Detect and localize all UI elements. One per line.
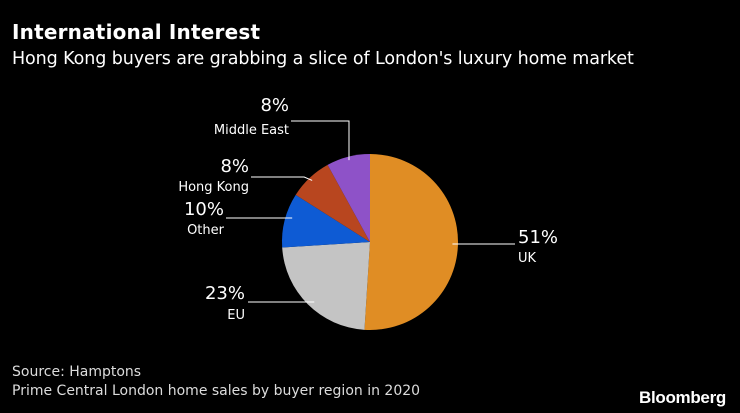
chart-footnote: Prime Central London home sales by buyer…: [12, 383, 421, 399]
chart-title: International Interest: [12, 20, 261, 44]
data-label-eu: 23%: [205, 283, 245, 304]
source-note: Source: Hamptons Prime Central London ho…: [12, 363, 420, 401]
category-label-other: Other: [187, 223, 225, 238]
data-label-middle-east: 8%: [260, 95, 289, 116]
source-text: Source: Hamptons: [12, 364, 142, 380]
data-label-other: 10%: [184, 199, 224, 220]
pie-slice-uk: [364, 154, 458, 330]
category-label-hong-kong: Hong Kong: [178, 180, 249, 195]
data-label-uk: 51%: [518, 227, 558, 248]
leader-line-middle-east: [291, 120, 350, 161]
leader-line-hong-kong: [251, 176, 313, 181]
category-label-uk: UK: [518, 251, 537, 266]
category-label-eu: EU: [227, 308, 245, 323]
bloomberg-logo: Bloomberg: [638, 388, 726, 407]
data-label-hong-kong: 8%: [220, 156, 249, 177]
pie-slice-middle-east: [327, 154, 370, 242]
category-label-middle-east: Middle East: [214, 123, 289, 138]
pie-slice-hong-kong: [295, 164, 370, 242]
chart-subtitle: Hong Kong buyers are grabbing a slice of…: [12, 49, 634, 69]
pie-slice-eu: [282, 242, 370, 330]
pie-slice-other: [282, 194, 370, 248]
